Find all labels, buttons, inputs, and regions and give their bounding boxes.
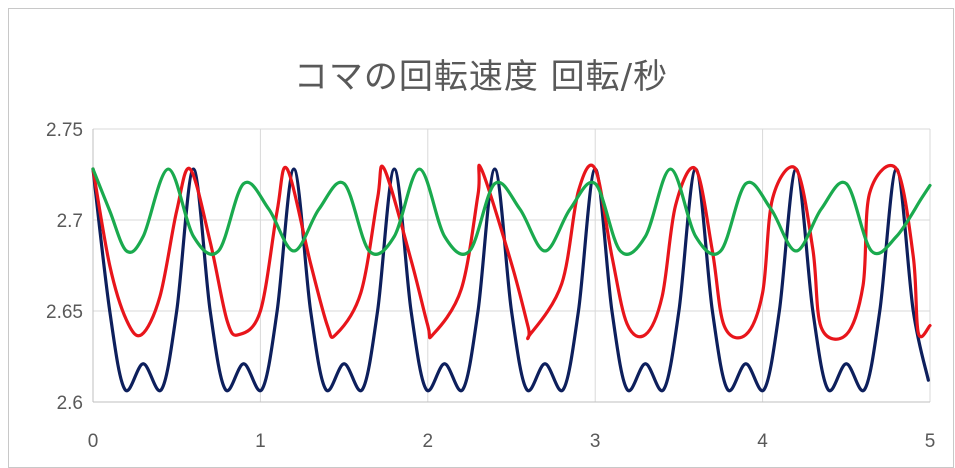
gridlines xyxy=(93,128,931,402)
x-tick-label: 4 xyxy=(757,431,768,452)
x-tick-label: 3 xyxy=(590,431,601,452)
series-line-1 xyxy=(91,167,930,393)
y-tick-label: 2.6 xyxy=(57,393,83,414)
series-layer xyxy=(91,163,932,393)
series-line-3 xyxy=(91,167,932,256)
y-tick-label: 2.7 xyxy=(57,211,83,232)
series-line-2 xyxy=(91,163,932,341)
x-tick-label: 2 xyxy=(423,431,434,452)
x-tick-label: 1 xyxy=(255,431,266,452)
y-tick-label: 2.75 xyxy=(46,120,83,141)
chart-frame: コマの回転速度 回転/秒 xyxy=(8,8,954,468)
chart-title: コマの回転速度 回転/秒 xyxy=(293,57,669,97)
y-tick-label: 2.65 xyxy=(46,302,83,323)
x-tick-label: 0 xyxy=(88,431,99,452)
tick-labels: 2.6 2.65 2.7 2.75 0 1 2 3 4 5 xyxy=(46,120,935,452)
x-tick-label: 5 xyxy=(925,431,936,452)
